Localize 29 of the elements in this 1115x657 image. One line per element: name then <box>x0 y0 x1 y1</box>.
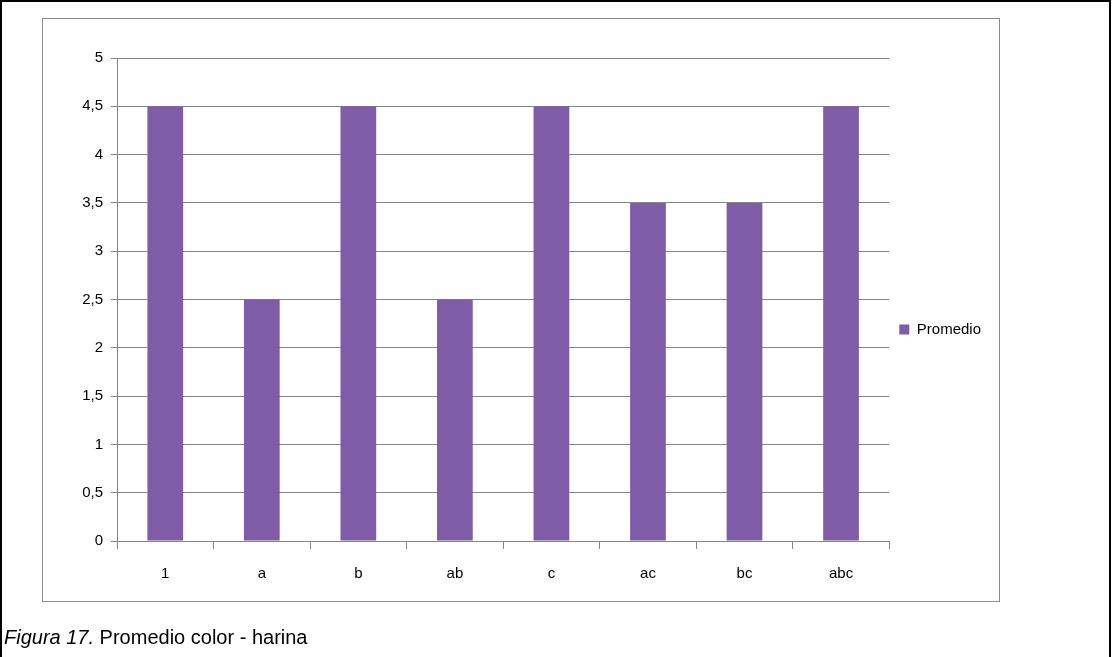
y-tick-label: 2 <box>94 337 103 355</box>
y-tick-label: 4,5 <box>82 96 103 114</box>
bar <box>340 106 377 541</box>
y-tick-label: 1,5 <box>82 386 103 404</box>
text: Figura 17. Promedio color - harina <box>4 626 308 649</box>
x-tick-label: bc <box>736 564 753 582</box>
bar <box>437 299 473 541</box>
x-tick-label: a <box>257 564 267 582</box>
bar <box>823 106 859 541</box>
x-tick-label: ab <box>446 564 464 582</box>
y-tick-label: 3 <box>94 241 103 259</box>
x-tick-label: c <box>547 564 556 582</box>
bar <box>147 106 184 541</box>
bar <box>243 299 280 541</box>
y-tick-label: 4 <box>94 144 103 162</box>
y-tick-label: 0,5 <box>82 482 103 500</box>
bar <box>726 202 763 541</box>
y-tick-label: 1 <box>94 434 103 452</box>
x-tick-label: 1 <box>161 564 170 582</box>
bar <box>533 106 570 541</box>
bar <box>630 202 666 541</box>
y-tick-label: 5 <box>94 48 103 66</box>
y-tick-label: 3,5 <box>82 193 103 211</box>
x-tick-label: ac <box>640 564 657 582</box>
y-tick-label: 0 <box>94 531 103 549</box>
x-tick-label: abc <box>828 564 854 582</box>
y-tick-label: 2,5 <box>82 289 103 307</box>
x-tick-label: b <box>354 564 363 582</box>
legend-label: Promedio <box>916 319 982 337</box>
